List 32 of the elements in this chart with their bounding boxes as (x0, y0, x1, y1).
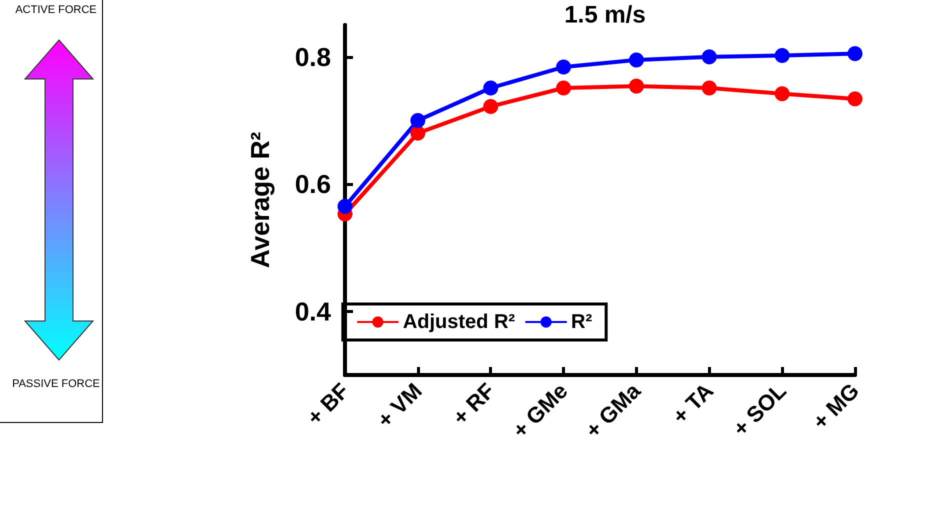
point (483, 80, 498, 96)
point (483, 98, 498, 114)
point (774, 86, 790, 102)
y-tick-label: 0.8 (294, 42, 331, 72)
x-tick-label: + MG (808, 378, 864, 434)
point (702, 49, 717, 64)
x-tick-label: + RF (448, 378, 500, 430)
point (338, 198, 352, 214)
point (774, 48, 790, 64)
point (410, 112, 426, 128)
point (410, 126, 426, 141)
x-tick-label: + GMa (580, 378, 646, 443)
point (628, 52, 644, 68)
chart-title: 1.5 m/s (564, 2, 646, 28)
x-tick-label: + SOL (728, 378, 791, 442)
point (556, 60, 572, 74)
y-tick-label: 0.6 (294, 169, 331, 200)
x-tick-label: + TA (667, 378, 718, 429)
legend-label: R² (571, 311, 592, 333)
point (848, 46, 862, 62)
y-axis-title: Average R² (245, 132, 275, 268)
point (702, 80, 717, 96)
legend-label: Adjusted R² (402, 311, 516, 333)
point (848, 91, 862, 106)
point (556, 80, 572, 96)
x-tick-label: + GMe (508, 378, 572, 443)
x-tick-label: + BF (302, 378, 354, 430)
x-tick-label: + VM (372, 378, 427, 433)
text: PASSIVE FORCE (11, 377, 101, 391)
text: ACTIVE FORCE (14, 3, 98, 17)
point (628, 78, 644, 94)
y-tick-label: 0.4 (294, 296, 332, 326)
